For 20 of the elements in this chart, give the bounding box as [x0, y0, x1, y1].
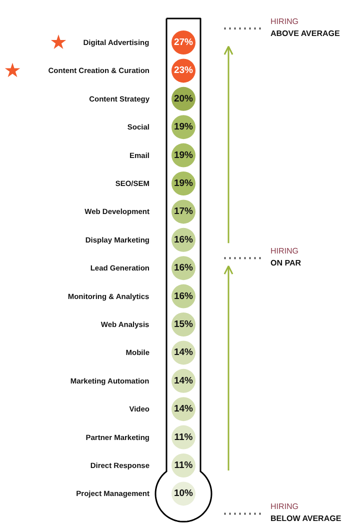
- data-label: 23%: [174, 65, 194, 76]
- text: HIRING ON PAR: [270, 246, 302, 268]
- data-label: 19%: [174, 150, 194, 161]
- data-label: 20%: [174, 93, 194, 104]
- data-label: 16%: [174, 262, 194, 274]
- data-label: 19%: [174, 122, 194, 133]
- data-label: 17%: [174, 206, 194, 218]
- data-label: 27%: [174, 37, 194, 48]
- text: HIRING BELOW AVERAGE: [270, 502, 342, 524]
- data-label: 15%: [174, 319, 194, 330]
- data-label: 19%: [174, 178, 194, 189]
- data-label: 14%: [174, 375, 194, 386]
- data-label: 11%: [174, 432, 194, 443]
- data-label: 16%: [174, 234, 194, 246]
- data-label: 14%: [174, 404, 194, 415]
- data-label: 14%: [174, 347, 194, 358]
- data-label: 10%: [174, 488, 194, 500]
- text: HIRING ABOVE AVERAGE: [270, 17, 341, 38]
- data-label: 11%: [174, 460, 194, 471]
- data-label: 16%: [174, 290, 194, 302]
